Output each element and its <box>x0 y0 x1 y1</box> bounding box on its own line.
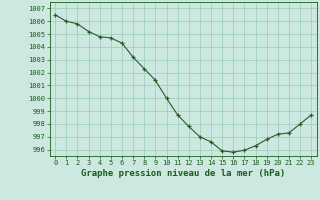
X-axis label: Graphe pression niveau de la mer (hPa): Graphe pression niveau de la mer (hPa) <box>81 169 285 178</box>
